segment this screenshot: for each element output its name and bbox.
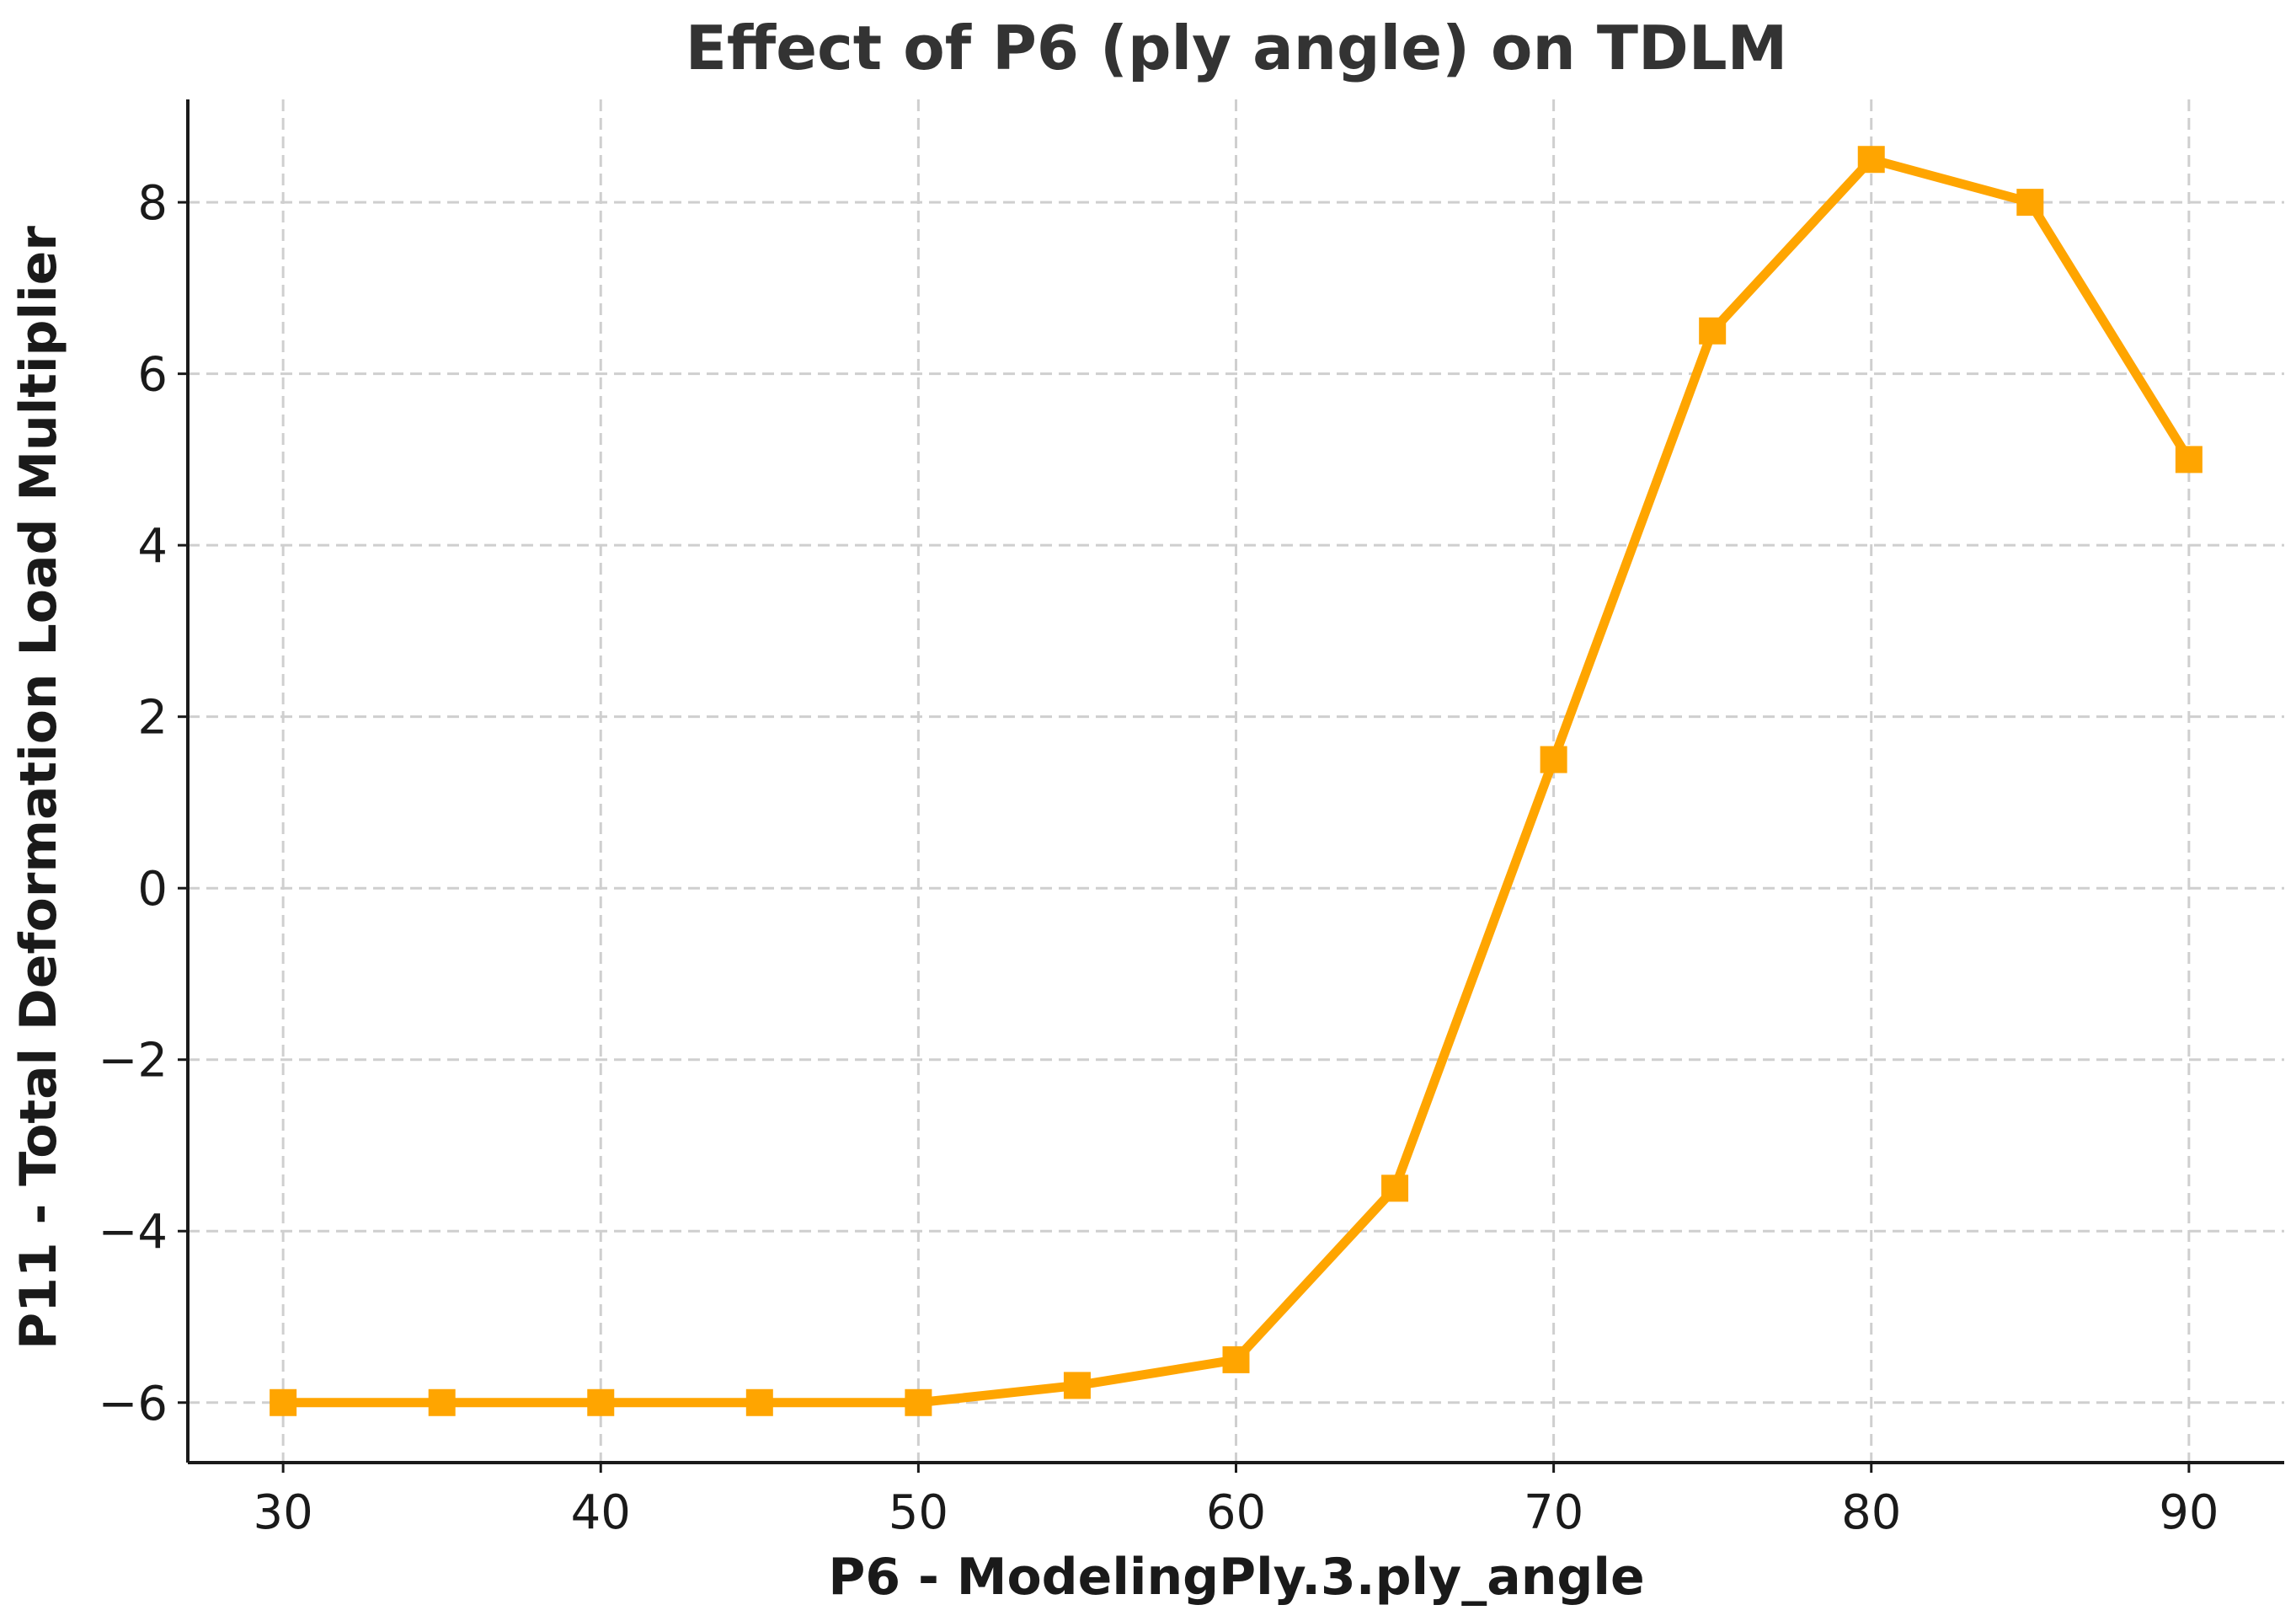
y-tick-label: 6: [137, 348, 168, 403]
data-point-marker: [905, 1388, 932, 1416]
data-point-marker: [1222, 1345, 1250, 1373]
y-tick-label: −6: [98, 1377, 168, 1431]
data-point-marker: [1540, 746, 1567, 773]
y-tick-label: −2: [98, 1034, 168, 1089]
y-tick-label: 2: [137, 691, 168, 746]
x-tick-label: 60: [1206, 1485, 1266, 1540]
data-point-marker: [1699, 317, 1727, 345]
x-tick-label: 80: [1841, 1485, 1901, 1540]
grid: [188, 99, 2284, 1463]
data-point-marker: [270, 1388, 297, 1416]
data-point-marker: [1857, 146, 1885, 174]
x-tick-label: 30: [254, 1485, 313, 1540]
data-point-marker: [2175, 446, 2203, 473]
data-point-marker: [2016, 189, 2044, 217]
x-tick-label: 90: [2159, 1485, 2219, 1540]
x-axis-label: P6 - ModelingPly.3.ply_angle: [828, 1548, 1644, 1607]
x-tick-label: 50: [889, 1485, 948, 1540]
y-tick-label: 0: [137, 862, 168, 917]
data-point-marker: [587, 1388, 615, 1416]
series: [270, 146, 2203, 1416]
ticks: 30 40 50 60 70 80 90 −6 −4 −2 0 2 4 6 8: [98, 176, 2219, 1540]
data-point-marker: [745, 1388, 773, 1416]
x-tick-label: 70: [1524, 1485, 1583, 1540]
data-point-marker: [1381, 1174, 1409, 1202]
y-tick-label: 8: [137, 176, 168, 231]
chart-title: Effect of P6 (ply angle) on TDLM: [686, 13, 1787, 83]
data-point-marker: [1063, 1372, 1091, 1399]
y-axis-label: P11 - Total Deformation Load Multiplier: [9, 226, 68, 1350]
x-tick-label: 40: [571, 1485, 631, 1540]
y-tick-label: 4: [137, 519, 168, 574]
y-tick-label: −4: [98, 1205, 168, 1260]
data-point-marker: [428, 1388, 456, 1416]
